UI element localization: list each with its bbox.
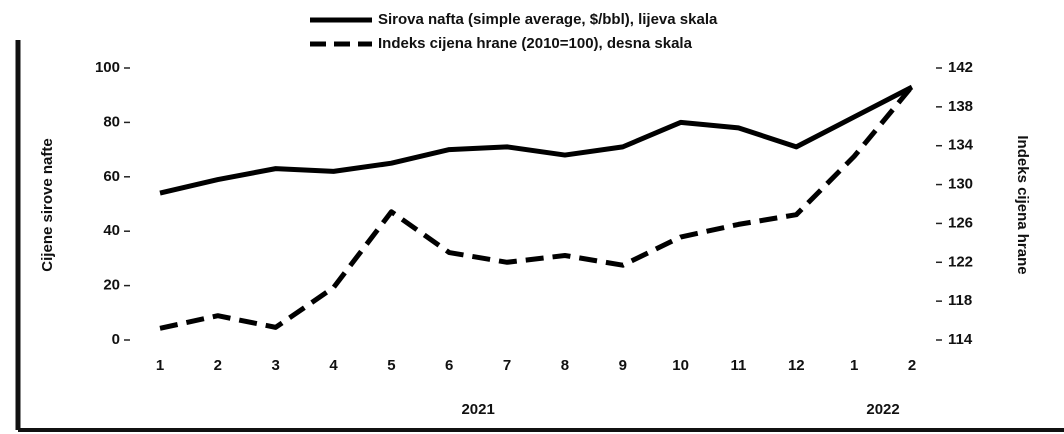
- line: [159, 84, 914, 331]
- x-tick-label: 3: [272, 357, 280, 374]
- year-label: 2022: [866, 401, 899, 418]
- y2-tick-label: 130: [948, 176, 973, 193]
- x-tick-label: 6: [445, 357, 453, 374]
- x-tick-label: 1: [850, 357, 858, 374]
- x-tick-label: 2: [214, 357, 222, 374]
- y2-tick-label: 122: [948, 253, 973, 270]
- y2-tick-label: 134: [948, 137, 974, 154]
- y2-tick-label: 126: [948, 214, 973, 231]
- x-tick-label: 2: [908, 357, 916, 374]
- line: [159, 84, 914, 196]
- legend-label: Indeks cijena hrane (2010=100), desna sk…: [378, 35, 693, 52]
- y-tick-label: 100: [95, 59, 120, 76]
- x-tick-label: 9: [619, 357, 627, 374]
- y-tick-label: 80: [103, 113, 120, 130]
- y-tick-label: 20: [103, 277, 120, 294]
- y2-axis-label: Indeks cijena hrane: [1014, 135, 1031, 274]
- x-tick-label: 11: [731, 357, 747, 374]
- x-tick-label: 5: [387, 357, 395, 374]
- x-tick-label: 12: [788, 357, 805, 374]
- y2-tick-label: 138: [948, 98, 973, 115]
- y-tick-label: 0: [112, 331, 120, 348]
- x-tick-label: 1: [156, 357, 164, 374]
- y2-tick-label: 114: [948, 331, 973, 348]
- y2-tick-label: 142: [948, 59, 973, 76]
- y2-tick-label: 118: [948, 292, 972, 309]
- x-tick-label: 8: [561, 357, 569, 374]
- x-tick-label: 4: [329, 357, 338, 374]
- y-tick-label: 40: [103, 222, 120, 239]
- x-tick-label: 7: [503, 357, 511, 374]
- x-tick-label: 10: [672, 357, 689, 374]
- legend-label: Sirova nafta (simple average, $/bbl), li…: [378, 11, 718, 28]
- y-tick-label: 60: [103, 168, 120, 185]
- y-axis-label: Cijene sirove nafte: [39, 138, 56, 271]
- year-label: 2021: [461, 401, 494, 418]
